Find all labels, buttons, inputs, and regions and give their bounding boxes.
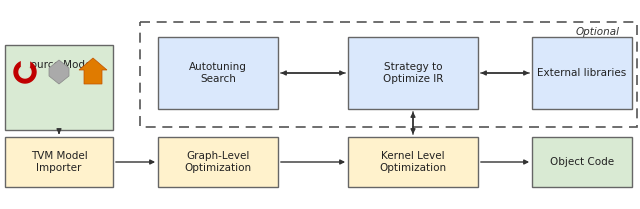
Bar	[5, 45, 113, 130]
Text: Strategy to
Optimize IR: Strategy to Optimize IR	[383, 62, 443, 84]
Polygon shape	[49, 60, 69, 84]
Text: Autotuning
Search: Autotuning Search	[189, 62, 247, 84]
Polygon shape	[79, 58, 107, 84]
Bar	[532, 37, 632, 109]
Bar	[158, 37, 278, 109]
Bar	[348, 137, 478, 187]
Bar	[140, 22, 637, 127]
Text: Object Code: Object Code	[550, 157, 614, 167]
Bar	[348, 37, 478, 109]
Text: Graph-Level
Optimization: Graph-Level Optimization	[184, 151, 252, 173]
Polygon shape	[21, 59, 29, 66]
Polygon shape	[14, 61, 36, 83]
Bar	[5, 137, 113, 187]
Text: TVM Model
Importer: TVM Model Importer	[31, 151, 88, 173]
Text: Optional: Optional	[576, 27, 620, 37]
Bar	[158, 137, 278, 187]
Text: Source Model: Source Model	[24, 60, 94, 70]
Polygon shape	[19, 66, 31, 78]
Bar	[532, 137, 632, 187]
Text: External libraries: External libraries	[538, 68, 627, 78]
Text: Kernel Level
Optimization: Kernel Level Optimization	[380, 151, 447, 173]
